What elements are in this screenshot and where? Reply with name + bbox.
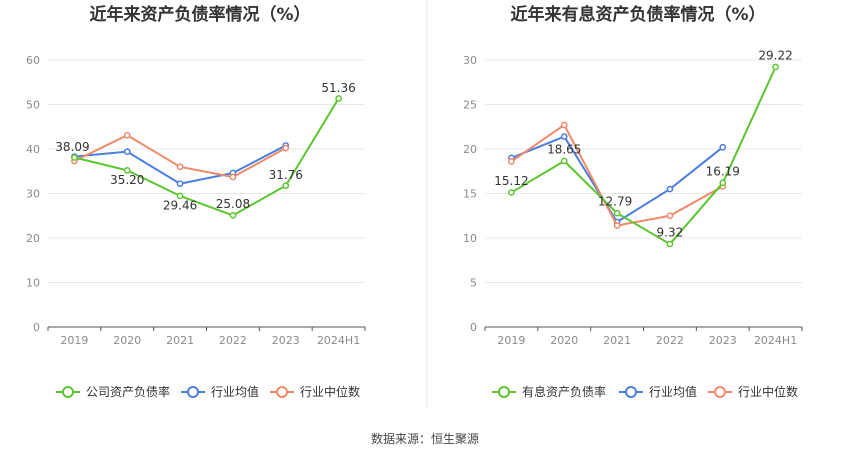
data-label: 35.20 <box>110 173 144 187</box>
data-point <box>508 189 515 196</box>
data-point <box>719 143 727 151</box>
series-line-1 <box>510 66 777 246</box>
y-tick-label: 10 <box>26 277 40 290</box>
y-tick-label: 20 <box>463 143 477 156</box>
data-label: 12.79 <box>598 195 632 209</box>
x-tick-label: 2022 <box>656 334 684 347</box>
chart-title: 近年来有息资产负债率情况（%） <box>510 4 765 25</box>
y-tick-label: 30 <box>463 54 477 67</box>
legend-label: 有息资产负债率 <box>522 384 606 399</box>
data-point <box>613 209 621 217</box>
y-tick-label: 60 <box>26 54 40 67</box>
chart-panel-2: 近年来有息资产负债率情况（%） 0 5 10 15 20 25 30 2019 2020 2021 2… <box>463 4 803 399</box>
y-tick-label: 30 <box>26 188 40 201</box>
x-tick-label: 2022 <box>219 334 247 347</box>
legend-swatch-marker <box>276 386 288 398</box>
x-tick-label: 2023 <box>709 334 737 347</box>
data-label: 9.32 <box>657 226 684 240</box>
data-point <box>560 133 568 140</box>
x-tick-label: 2021 <box>166 334 194 347</box>
data-label: 18.65 <box>547 143 581 157</box>
x-tick-label: 2019 <box>497 334 525 347</box>
data-label: 15.12 <box>494 174 528 188</box>
x-tick-label: 2021 <box>603 334 631 347</box>
data-point <box>666 240 674 248</box>
legend-swatch-marker <box>498 386 510 398</box>
y-tick-label: 50 <box>26 99 40 112</box>
y-tick-label: 15 <box>463 188 477 201</box>
y-tick-label: 25 <box>463 99 477 112</box>
data-point <box>613 222 621 229</box>
data-point <box>123 148 131 156</box>
y-tick-label: 0 <box>33 321 40 334</box>
legend-swatch-marker <box>625 386 637 398</box>
data-point <box>176 192 184 200</box>
data-point <box>176 180 184 188</box>
data-label: 25.08 <box>216 197 250 211</box>
data-point <box>560 121 568 129</box>
x-tick-label: 2019 <box>60 334 88 347</box>
y-tick-label: 5 <box>470 277 477 290</box>
x-tick-label: 2020 <box>113 334 141 347</box>
data-label: 29.22 <box>758 48 792 62</box>
legend-swatch-marker <box>714 386 726 398</box>
data-label: 29.46 <box>163 198 197 212</box>
legend-label: 行业中位数 <box>300 384 360 399</box>
legend-item-2[interactable]: 行业均值 <box>181 384 259 399</box>
series-line-1 <box>74 97 340 217</box>
legend-swatch-marker <box>62 386 74 398</box>
y-tick-label: 20 <box>26 232 40 245</box>
data-point <box>176 163 184 171</box>
data-label: 31.76 <box>269 168 303 182</box>
data-label: 38.09 <box>55 140 89 154</box>
data-point <box>560 157 568 165</box>
legend-item-3[interactable]: 行业中位数 <box>270 384 360 399</box>
data-label: 51.36 <box>321 81 355 95</box>
data-point <box>229 173 237 181</box>
data-point <box>772 63 779 71</box>
legend-label: 公司资产负债率 <box>86 384 170 399</box>
data-source-note: 数据来源：恒生聚源 <box>371 431 479 446</box>
series-line-3 <box>73 134 287 179</box>
data-point <box>719 179 727 187</box>
legend-label: 行业均值 <box>211 384 259 399</box>
data-point <box>229 212 237 219</box>
chart-title: 近年来资产负债率情况（%） <box>89 4 310 25</box>
y-tick-label: 10 <box>463 232 477 245</box>
legend-item-2[interactable]: 行业均值 <box>619 384 697 399</box>
legend-label: 行业均值 <box>649 384 697 399</box>
data-label: 16.19 <box>706 164 740 178</box>
x-tick-label: 2024H1 <box>754 334 797 347</box>
x-tick-label: 2020 <box>550 334 578 347</box>
data-point <box>508 158 515 165</box>
legend-item-1[interactable]: 公司资产负债率 <box>56 384 170 399</box>
data-point <box>282 144 290 152</box>
legend-item-1[interactable]: 有息资产负债率 <box>492 384 606 399</box>
chart-panel-1: 近年来资产负债率情况（%） 0 10 20 30 40 50 60 2019 2020 2021 20… <box>26 4 366 399</box>
data-point <box>123 131 131 139</box>
data-point <box>123 167 131 174</box>
legend-swatch-marker <box>187 386 199 398</box>
x-tick-label: 2023 <box>272 334 300 347</box>
data-point <box>282 182 290 190</box>
legend-item-3[interactable]: 行业中位数 <box>708 384 798 399</box>
data-point <box>335 95 342 102</box>
data-point <box>71 154 78 161</box>
y-tick-label: 0 <box>470 321 477 334</box>
data-point <box>666 212 674 220</box>
legend-label: 行业中位数 <box>738 384 798 399</box>
y-tick-label: 40 <box>26 143 40 156</box>
x-tick-label: 2024H1 <box>317 334 360 347</box>
data-point <box>666 185 674 193</box>
